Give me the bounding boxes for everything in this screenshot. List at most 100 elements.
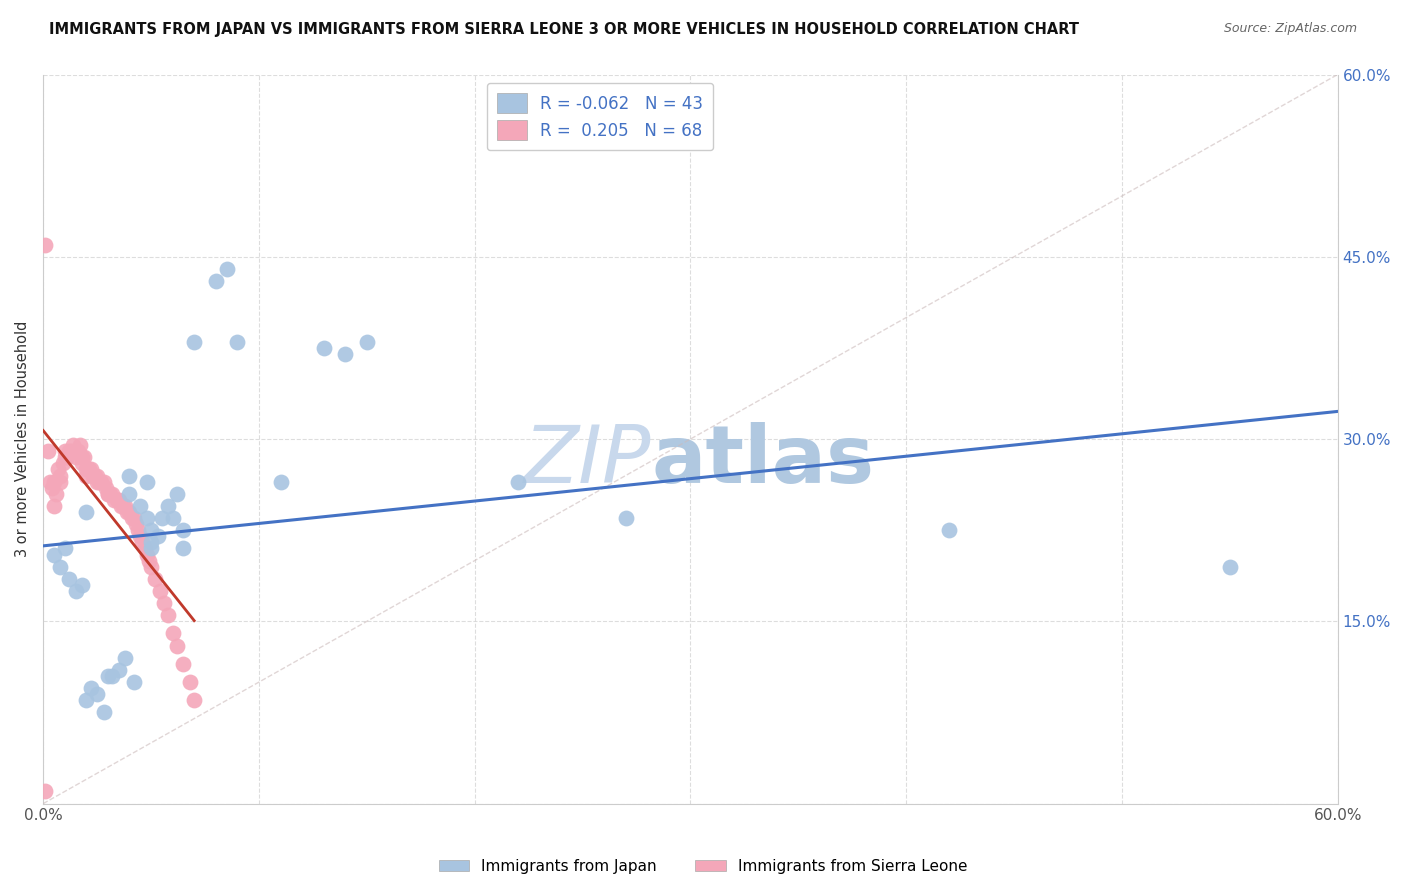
Point bbox=[183, 334, 205, 349]
Point bbox=[114, 650, 136, 665]
Point bbox=[153, 596, 176, 610]
Point bbox=[93, 475, 115, 489]
Point bbox=[118, 487, 141, 501]
Point bbox=[75, 505, 97, 519]
Point bbox=[166, 487, 188, 501]
Point bbox=[157, 499, 180, 513]
Point bbox=[107, 663, 129, 677]
Point bbox=[215, 262, 238, 277]
Point bbox=[49, 559, 72, 574]
Point bbox=[149, 584, 172, 599]
Point bbox=[204, 274, 226, 288]
Point bbox=[70, 578, 93, 592]
Point bbox=[129, 499, 152, 513]
Point bbox=[172, 523, 194, 537]
Point bbox=[90, 475, 112, 489]
Point bbox=[938, 523, 960, 537]
Point bbox=[110, 499, 132, 513]
Point bbox=[139, 559, 162, 574]
Point bbox=[135, 475, 157, 489]
Point bbox=[56, 450, 79, 465]
Point bbox=[97, 669, 120, 683]
Point bbox=[135, 511, 157, 525]
Point bbox=[73, 450, 96, 465]
Point bbox=[117, 505, 139, 519]
Point bbox=[58, 444, 80, 458]
Point bbox=[45, 487, 67, 501]
Point bbox=[121, 511, 143, 525]
Point bbox=[125, 517, 148, 532]
Point bbox=[70, 450, 93, 465]
Point bbox=[127, 523, 149, 537]
Point bbox=[98, 487, 121, 501]
Point bbox=[162, 511, 184, 525]
Text: Source: ZipAtlas.com: Source: ZipAtlas.com bbox=[1223, 22, 1357, 36]
Point bbox=[82, 468, 104, 483]
Point bbox=[134, 541, 156, 556]
Point bbox=[146, 529, 169, 543]
Y-axis label: 3 or more Vehicles in Household: 3 or more Vehicles in Household bbox=[15, 321, 30, 558]
Point bbox=[135, 548, 157, 562]
Point bbox=[53, 444, 76, 458]
Point bbox=[65, 450, 87, 465]
Legend: R = -0.062   N = 43, R =  0.205   N = 68: R = -0.062 N = 43, R = 0.205 N = 68 bbox=[486, 83, 713, 150]
Point bbox=[62, 438, 84, 452]
Point bbox=[58, 572, 80, 586]
Point bbox=[34, 784, 56, 798]
Point bbox=[111, 499, 134, 513]
Point bbox=[70, 456, 93, 470]
Point bbox=[86, 468, 108, 483]
Point bbox=[89, 475, 111, 489]
Point bbox=[179, 675, 201, 690]
Point bbox=[101, 669, 124, 683]
Point bbox=[42, 475, 65, 489]
Point bbox=[101, 487, 124, 501]
Point bbox=[138, 553, 160, 567]
Point bbox=[145, 572, 167, 586]
Point bbox=[86, 475, 108, 489]
Point bbox=[79, 681, 101, 696]
Point bbox=[103, 492, 125, 507]
Point bbox=[75, 468, 97, 483]
Point bbox=[86, 687, 108, 701]
Text: ZIP: ZIP bbox=[524, 422, 651, 500]
Point bbox=[172, 541, 194, 556]
Point bbox=[226, 334, 249, 349]
Point bbox=[46, 462, 69, 476]
Point bbox=[122, 675, 145, 690]
Point bbox=[614, 511, 637, 525]
Point bbox=[139, 541, 162, 556]
Point bbox=[139, 523, 162, 537]
Point bbox=[97, 487, 120, 501]
Text: atlas: atlas bbox=[651, 422, 875, 500]
Point bbox=[118, 505, 141, 519]
Point bbox=[312, 341, 335, 355]
Point bbox=[69, 438, 91, 452]
Point bbox=[75, 693, 97, 707]
Point bbox=[77, 462, 100, 476]
Point bbox=[75, 462, 97, 476]
Point bbox=[118, 468, 141, 483]
Point bbox=[42, 499, 65, 513]
Point bbox=[183, 693, 205, 707]
Point bbox=[107, 492, 129, 507]
Point bbox=[38, 475, 60, 489]
Point bbox=[97, 487, 120, 501]
Point bbox=[172, 657, 194, 671]
Point bbox=[53, 541, 76, 556]
Point bbox=[84, 468, 107, 483]
Point bbox=[139, 535, 162, 549]
Point bbox=[166, 639, 188, 653]
Point bbox=[122, 511, 145, 525]
Text: IMMIGRANTS FROM JAPAN VS IMMIGRANTS FROM SIERRA LEONE 3 OR MORE VEHICLES IN HOUS: IMMIGRANTS FROM JAPAN VS IMMIGRANTS FROM… bbox=[49, 22, 1080, 37]
Point bbox=[129, 529, 152, 543]
Point bbox=[41, 481, 63, 495]
Point bbox=[37, 444, 59, 458]
Point bbox=[49, 468, 72, 483]
Point bbox=[150, 511, 173, 525]
Point bbox=[65, 444, 87, 458]
Point bbox=[114, 499, 136, 513]
Point bbox=[335, 347, 357, 361]
Point bbox=[131, 535, 153, 549]
Point bbox=[105, 492, 128, 507]
